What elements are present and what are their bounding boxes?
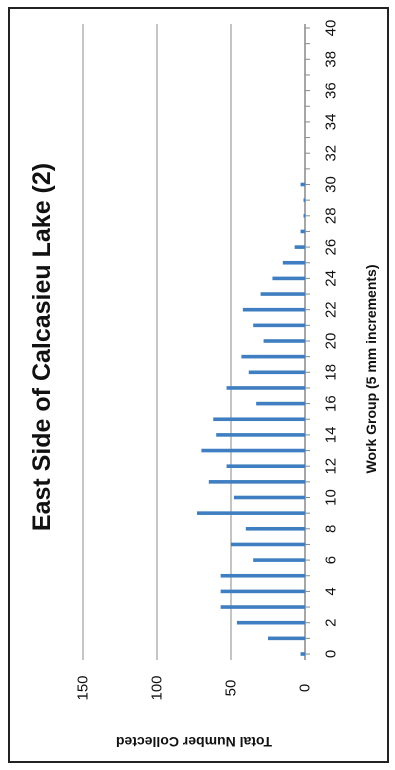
bar bbox=[241, 354, 305, 359]
category-tick-label: 20 bbox=[323, 333, 340, 350]
category-tick-label: 6 bbox=[323, 556, 340, 564]
category-tick-label: 26 bbox=[323, 239, 340, 256]
category-tick-label: 16 bbox=[323, 395, 340, 412]
category-tick-label: 40 bbox=[323, 20, 340, 37]
bar bbox=[216, 433, 305, 437]
bar bbox=[282, 260, 305, 265]
bar bbox=[253, 558, 305, 562]
value-tick-label: 0 bbox=[297, 684, 314, 692]
bar bbox=[303, 214, 305, 218]
category-tick-label: 28 bbox=[323, 207, 340, 224]
category-tick-label: 36 bbox=[323, 82, 340, 99]
bar bbox=[213, 417, 305, 422]
category-tick-label: 24 bbox=[323, 270, 340, 287]
bar bbox=[260, 292, 305, 296]
outer-frame bbox=[8, 7, 389, 763]
bar bbox=[303, 198, 305, 202]
bar bbox=[220, 573, 305, 578]
bar bbox=[248, 370, 305, 375]
bar bbox=[196, 511, 305, 515]
bar bbox=[263, 339, 305, 343]
bar bbox=[253, 323, 305, 328]
category-tick-label: 32 bbox=[323, 145, 340, 162]
category-tick-label: 34 bbox=[323, 114, 340, 131]
bar bbox=[256, 401, 305, 406]
category-tick-label: 4 bbox=[323, 587, 340, 595]
bar bbox=[236, 620, 305, 625]
category-tick-label: 18 bbox=[323, 364, 340, 381]
y-axis-title: Total Number Collected bbox=[116, 734, 272, 750]
category-tick-label: 10 bbox=[323, 489, 340, 506]
bar bbox=[220, 589, 305, 594]
bar bbox=[201, 448, 305, 453]
category-tick-label: 8 bbox=[323, 525, 340, 533]
category-tick-label: 14 bbox=[323, 427, 340, 444]
category-tick-label: 2 bbox=[323, 619, 340, 627]
bar bbox=[300, 182, 305, 187]
bar bbox=[242, 307, 305, 312]
chart-title: East Side of Calcasieu Lake (2) bbox=[28, 163, 56, 531]
bar bbox=[245, 527, 305, 531]
bar bbox=[294, 245, 305, 249]
plot-area: 0246810121416182022242628303234363840050… bbox=[28, 20, 379, 750]
bar bbox=[226, 386, 305, 390]
category-tick-label: 12 bbox=[323, 458, 340, 475]
value-tick-label: 100 bbox=[149, 675, 166, 700]
category-tick-label: 30 bbox=[323, 176, 340, 193]
bar bbox=[300, 652, 305, 656]
bar bbox=[208, 480, 305, 484]
bar bbox=[220, 605, 305, 609]
category-tick-label: 0 bbox=[323, 650, 340, 658]
bar bbox=[233, 495, 305, 500]
x-axis-title: Work Group (5 mm increments) bbox=[363, 264, 379, 473]
bar bbox=[226, 464, 305, 468]
category-tick-label: 38 bbox=[323, 51, 340, 68]
category-tick-label: 22 bbox=[323, 301, 340, 318]
bar bbox=[231, 542, 305, 547]
value-tick-label: 150 bbox=[75, 675, 92, 700]
bar bbox=[272, 276, 305, 281]
bar bbox=[268, 636, 305, 641]
bar bbox=[300, 229, 305, 234]
value-tick-label: 50 bbox=[223, 680, 240, 697]
